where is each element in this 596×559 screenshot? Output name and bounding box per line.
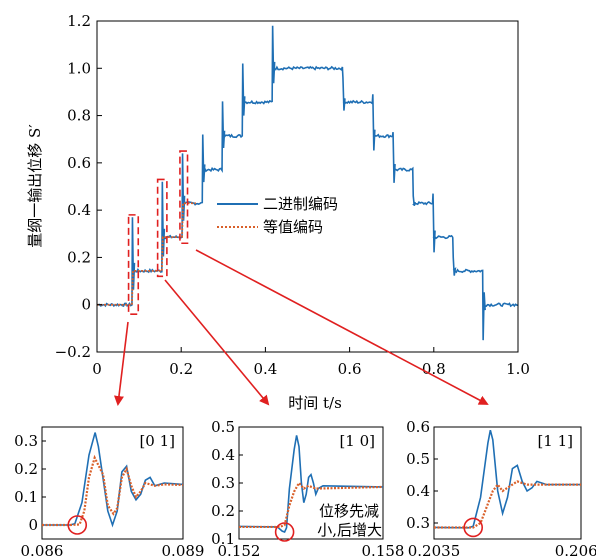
zoom-y-tick-label: 0.1: [211, 530, 235, 548]
zoom-equal-line: [434, 480, 581, 529]
x-tick-label: 0: [92, 360, 102, 378]
x-tick-label: 0.6: [338, 360, 362, 378]
zoom-y-tick-label: 0.4: [406, 482, 430, 500]
zoom-highlight-box: [127, 214, 140, 315]
zoom-annotation: [1 0]: [339, 432, 375, 450]
y-tick-label: 0.4: [67, 201, 91, 219]
zoom-y-tick-label: 0: [28, 516, 38, 534]
zoom-annotation: [0 1]: [139, 432, 175, 450]
legend-equal-label: 等值编码: [263, 218, 323, 236]
arrow-to-zoom-3: [195, 249, 489, 405]
y-tick-label: 1.2: [67, 12, 91, 30]
zoom-binary-line: [238, 435, 384, 533]
plot-frame: [96, 20, 519, 353]
y-axis-label: 量纲一输出位移 S′: [26, 124, 44, 248]
zoom-equal-line: [239, 481, 384, 529]
main-chart: 0 0.2 0.4 0.6 0.8 1.0−0.200.20.40.60.81.01.2 …: [26, 12, 530, 412]
zoom-y-tick-label: 0.6: [406, 418, 430, 436]
zoom-panel-3: 0.3 0.4 0.5 0.6 0.2035 0.2065 [1 1]: [406, 418, 596, 559]
zoom-note-line-2: 小,后增大: [317, 521, 382, 539]
zoom-y-tick-label: 0.3: [14, 432, 38, 450]
zoom-panel-1: 0 0.1 0.2 0.3 0.086 0.089 [0 1]: [14, 426, 205, 559]
y-tick-label: −0.2: [55, 343, 91, 361]
zoom-x-tick-label: 0.158: [362, 542, 405, 559]
zoom-y-tick-label: 0.1: [14, 488, 38, 506]
zoom-note-line-1: 位移先减: [319, 502, 379, 520]
zoom-x-tick-label: 0.086: [21, 542, 64, 559]
zoom-x-tick-label: 0.2035: [408, 542, 461, 559]
zoom-frame: [41, 426, 184, 540]
zoom-frame: [433, 426, 582, 540]
zoom-y-tick-label: 0.3: [211, 474, 235, 492]
x-tick-label: 1.0: [506, 360, 530, 378]
arrow-to-zoom-2: [164, 279, 270, 406]
zoom-highlight-circle: [274, 522, 295, 542]
zoom-y-tick-label: 0.3: [406, 514, 430, 532]
zoom-highlight-box: [156, 178, 168, 278]
y-tick-label: 0.2: [67, 248, 91, 266]
zoom-y-tick-label: 0.5: [211, 418, 235, 436]
x-tick-label: 0.4: [253, 360, 277, 378]
zoom-x-tick-label: 0.089: [162, 542, 205, 559]
zoom-x-tick-label: 0.2065: [555, 542, 596, 559]
x-tick-label: 0.2: [169, 360, 193, 378]
zoom-y-tick-label: 0.2: [14, 460, 38, 478]
zoom-y-tick-label: 0.2: [211, 502, 235, 520]
zoom-x-tick-label: 0.152: [218, 542, 261, 559]
zoom-highlight-circle: [463, 517, 484, 538]
series-equal-line: [97, 202, 196, 306]
zoom-y-tick-label: 0.5: [406, 450, 430, 468]
y-tick-label: 1.0: [67, 59, 91, 77]
legend: 二进制编码 等值编码: [217, 195, 338, 236]
y-tick-label: 0.8: [67, 107, 91, 125]
legend-binary-label: 二进制编码: [263, 195, 338, 213]
zoom-highlight-box: [179, 150, 189, 245]
series-binary-line: [96, 25, 519, 341]
zoom-highlight-circle: [67, 515, 88, 535]
y-tick-label: 0: [81, 296, 91, 314]
arrow-to-zoom-1: [114, 321, 129, 406]
y-tick-label: 0.6: [67, 154, 91, 172]
zoom-annotation: [1 1]: [537, 432, 573, 450]
x-axis-label: 时间 t/s: [288, 394, 342, 412]
zoom-arrows: [114, 249, 489, 406]
zoom-binary-line: [433, 430, 581, 529]
zoom-equal-line: [42, 454, 184, 527]
zoom-y-tick-label: 0.4: [211, 446, 235, 464]
